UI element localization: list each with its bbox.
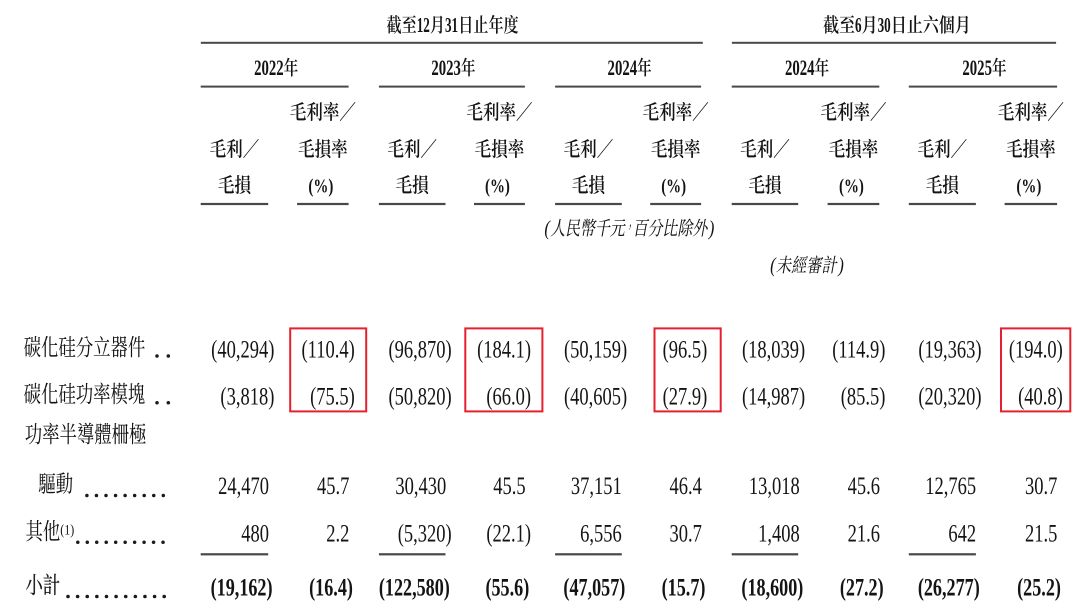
svg-text:2022: 2022 bbox=[254, 56, 284, 81]
svg-text:(14,987): (14,987) bbox=[742, 382, 805, 410]
svg-text:46.4: 46.4 bbox=[669, 471, 701, 499]
svg-text:21.5: 21.5 bbox=[1025, 519, 1057, 547]
svg-text:(66.0): (66.0) bbox=[486, 382, 531, 410]
svg-text:1,408: 1,408 bbox=[758, 519, 800, 547]
svg-text:12,765: 12,765 bbox=[925, 471, 976, 499]
svg-text:(16.4): (16.4) bbox=[309, 574, 353, 601]
svg-text:37,151: 37,151 bbox=[571, 471, 622, 499]
svg-text:2.2: 2.2 bbox=[326, 519, 349, 547]
svg-text:(%): (%) bbox=[839, 174, 864, 198]
svg-text:30,430: 30,430 bbox=[395, 471, 446, 499]
svg-text:2025: 2025 bbox=[962, 56, 992, 81]
svg-text:(%): (%) bbox=[661, 174, 686, 198]
svg-text:(40,605): (40,605) bbox=[564, 382, 627, 410]
svg-text:(20,320): (20,320) bbox=[918, 382, 981, 410]
svg-text:(114.9): (114.9) bbox=[832, 335, 885, 363]
svg-text:30.7: 30.7 bbox=[1025, 471, 1057, 499]
svg-text:2023: 2023 bbox=[431, 56, 461, 81]
svg-text:(%): (%) bbox=[485, 174, 510, 198]
svg-text:24,470: 24,470 bbox=[218, 471, 269, 499]
svg-text:30: 30 bbox=[878, 13, 891, 37]
svg-text:(96,870): (96,870) bbox=[388, 335, 451, 363]
svg-text:(40.8): (40.8) bbox=[1018, 382, 1063, 410]
svg-text:(50,820): (50,820) bbox=[388, 382, 451, 410]
svg-text:45.6: 45.6 bbox=[848, 471, 880, 499]
svg-text:(: ( bbox=[770, 254, 777, 277]
svg-text:(%): (%) bbox=[1016, 174, 1041, 198]
svg-text:(110.4): (110.4) bbox=[302, 335, 355, 363]
svg-text:(18,039): (18,039) bbox=[742, 335, 805, 363]
svg-text:(3,818): (3,818) bbox=[220, 382, 274, 410]
svg-text:13,018: 13,018 bbox=[749, 471, 800, 499]
svg-text:(47,057): (47,057) bbox=[563, 574, 625, 601]
svg-text:642: 642 bbox=[948, 519, 976, 547]
svg-text:(96.5): (96.5) bbox=[663, 335, 708, 363]
svg-text:(5,320): (5,320) bbox=[398, 519, 452, 547]
svg-text:): ) bbox=[837, 254, 843, 277]
svg-text:(184.1): (184.1) bbox=[477, 335, 531, 363]
svg-text:(19,162): (19,162) bbox=[211, 574, 273, 601]
svg-text:(%): (%) bbox=[308, 174, 333, 198]
svg-text:(: ( bbox=[544, 217, 551, 240]
svg-text:(40,294): (40,294) bbox=[211, 335, 274, 363]
svg-text:21.6: 21.6 bbox=[848, 519, 880, 547]
svg-text:(27.9): (27.9) bbox=[663, 382, 708, 410]
svg-text:2024: 2024 bbox=[608, 56, 638, 81]
svg-text:(25.2): (25.2) bbox=[1017, 574, 1061, 601]
svg-text:(75.5): (75.5) bbox=[310, 382, 355, 410]
svg-text:2024: 2024 bbox=[785, 56, 815, 81]
svg-text:6,556: 6,556 bbox=[580, 519, 622, 547]
svg-text:(194.0): (194.0) bbox=[1009, 335, 1063, 363]
svg-text:(18,600): (18,600) bbox=[741, 574, 803, 601]
svg-text:(1): (1) bbox=[60, 521, 74, 539]
svg-text:480: 480 bbox=[241, 519, 269, 547]
svg-text:(26,277): (26,277) bbox=[918, 574, 980, 601]
svg-text:30.7: 30.7 bbox=[669, 519, 701, 547]
svg-text:(50,159): (50,159) bbox=[564, 335, 627, 363]
svg-text:(55.6): (55.6) bbox=[485, 574, 529, 601]
svg-text:(22.1): (22.1) bbox=[486, 519, 531, 547]
svg-text:(27.2): (27.2) bbox=[840, 574, 884, 601]
svg-text:(19,363): (19,363) bbox=[918, 335, 981, 363]
svg-text:(85.5): (85.5) bbox=[841, 382, 886, 410]
svg-text:(15.7): (15.7) bbox=[662, 574, 706, 601]
svg-text:31: 31 bbox=[445, 13, 458, 37]
svg-text:12: 12 bbox=[417, 13, 430, 37]
svg-text:45.7: 45.7 bbox=[317, 471, 349, 499]
svg-text:(122,580): (122,580) bbox=[379, 574, 450, 601]
svg-text:45.5: 45.5 bbox=[493, 471, 525, 499]
svg-text:): ) bbox=[708, 217, 714, 240]
svg-text:6: 6 bbox=[855, 13, 862, 37]
